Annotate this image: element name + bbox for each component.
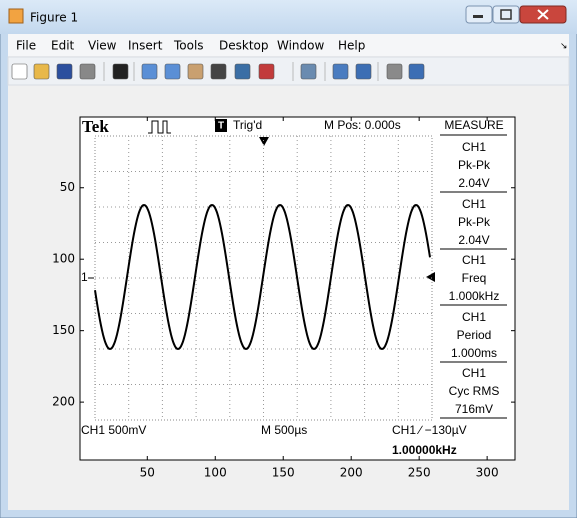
x-tick-label: 250 (408, 466, 431, 480)
x-tick-label: 100 (204, 466, 227, 480)
x-tick-label: 50 (140, 466, 155, 480)
toolbar-button[interactable] (210, 63, 227, 80)
y-tick-label: 200 (52, 395, 75, 409)
trigger-level: CH1 ∕ −130µV (392, 423, 467, 437)
toolbar-button[interactable] (355, 63, 372, 80)
trigger-icon-box (215, 119, 227, 132)
menu-dock-arrow[interactable]: ↘ (560, 42, 568, 52)
menu-bar (8, 34, 569, 56)
x-tick-label: 300 (476, 466, 499, 480)
toolbar-button[interactable] (234, 63, 251, 80)
menu-item[interactable]: Edit (51, 39, 75, 53)
measure-value: 1.000ms (451, 346, 497, 360)
menu-item[interactable]: Help (338, 39, 365, 53)
measure-source: CH1 (462, 366, 486, 380)
toolbar (7, 56, 570, 86)
scope-waveform (94, 203, 431, 351)
toolbar-button[interactable] (408, 63, 425, 80)
scope-brand: Tek (82, 117, 109, 136)
measure-name: Pk-Pk (458, 215, 491, 229)
measure-name: Cyc RMS (449, 384, 500, 398)
timebase: M 500µs (261, 423, 307, 437)
y-tick-label: 100 (52, 252, 75, 266)
toolbar-button[interactable] (141, 63, 158, 80)
toolbar-button[interactable] (56, 63, 73, 80)
trigger-frequency: 1.00000kHz (392, 443, 457, 457)
measure-value: 1.000kHz (449, 289, 500, 303)
toolbar-button[interactable] (300, 63, 317, 80)
measure-name: Period (457, 328, 492, 342)
measure-name: Pk-Pk (458, 158, 491, 172)
close-glyph (537, 9, 549, 20)
trigger-position-arrow (259, 137, 269, 146)
maximize-glyph (500, 9, 512, 20)
measure-source: CH1 (462, 140, 486, 154)
minimize-button[interactable] (465, 5, 493, 24)
measure-source: CH1 (462, 197, 486, 211)
measure-source: CH1 (462, 310, 486, 324)
x-tick-label: 200 (340, 466, 363, 480)
maximize-button[interactable] (492, 5, 520, 24)
measure-value: 2.04V (458, 176, 489, 190)
menu-item[interactable]: View (88, 39, 117, 53)
toolbar-button[interactable] (332, 63, 349, 80)
y-tick-label: 150 (52, 323, 75, 337)
toolbar-button[interactable] (258, 63, 275, 80)
ch1-scale: CH1 500mV (81, 423, 146, 437)
window-title: Figure 1 (30, 11, 78, 25)
ch1-marker: 1 (81, 270, 88, 284)
toolbar-button[interactable] (33, 63, 50, 80)
y-tick-label: 50 (60, 180, 75, 194)
measure-name: Freq (462, 271, 487, 285)
horizontal-position: M Pos: 0.000s (324, 118, 401, 132)
scope-image: Tek T Trig'd M Pos: 0.000s MEASURE 1 CH1… (81, 117, 507, 457)
app-icon (8, 8, 24, 24)
measure-source: CH1 (462, 253, 486, 267)
measure-title: MEASURE (444, 118, 503, 132)
menu-item[interactable]: Tools (173, 39, 204, 53)
toolbar-button[interactable] (11, 63, 28, 80)
measure-value: 2.04V (458, 233, 489, 247)
toolbar-button[interactable] (112, 63, 129, 80)
menu-item[interactable]: Window (277, 39, 325, 53)
menu-item[interactable]: File (16, 39, 36, 53)
trigger-icon: T (218, 121, 224, 132)
measure-value: 716mV (455, 402, 493, 416)
acquire-icon (148, 120, 171, 134)
trigger-status: Trig'd (233, 118, 262, 132)
menu-item[interactable]: Insert (128, 39, 163, 53)
toolbar-button[interactable] (164, 63, 181, 80)
x-tick-label: 150 (272, 466, 295, 480)
minimize-glyph (473, 15, 483, 18)
toolbar-button[interactable] (386, 63, 403, 80)
toolbar-icons (11, 62, 425, 81)
toolbar-button[interactable] (79, 63, 96, 80)
toolbar-button[interactable] (187, 63, 204, 80)
trigger-level-arrow (426, 272, 435, 282)
menu-item[interactable]: Desktop (219, 39, 269, 53)
